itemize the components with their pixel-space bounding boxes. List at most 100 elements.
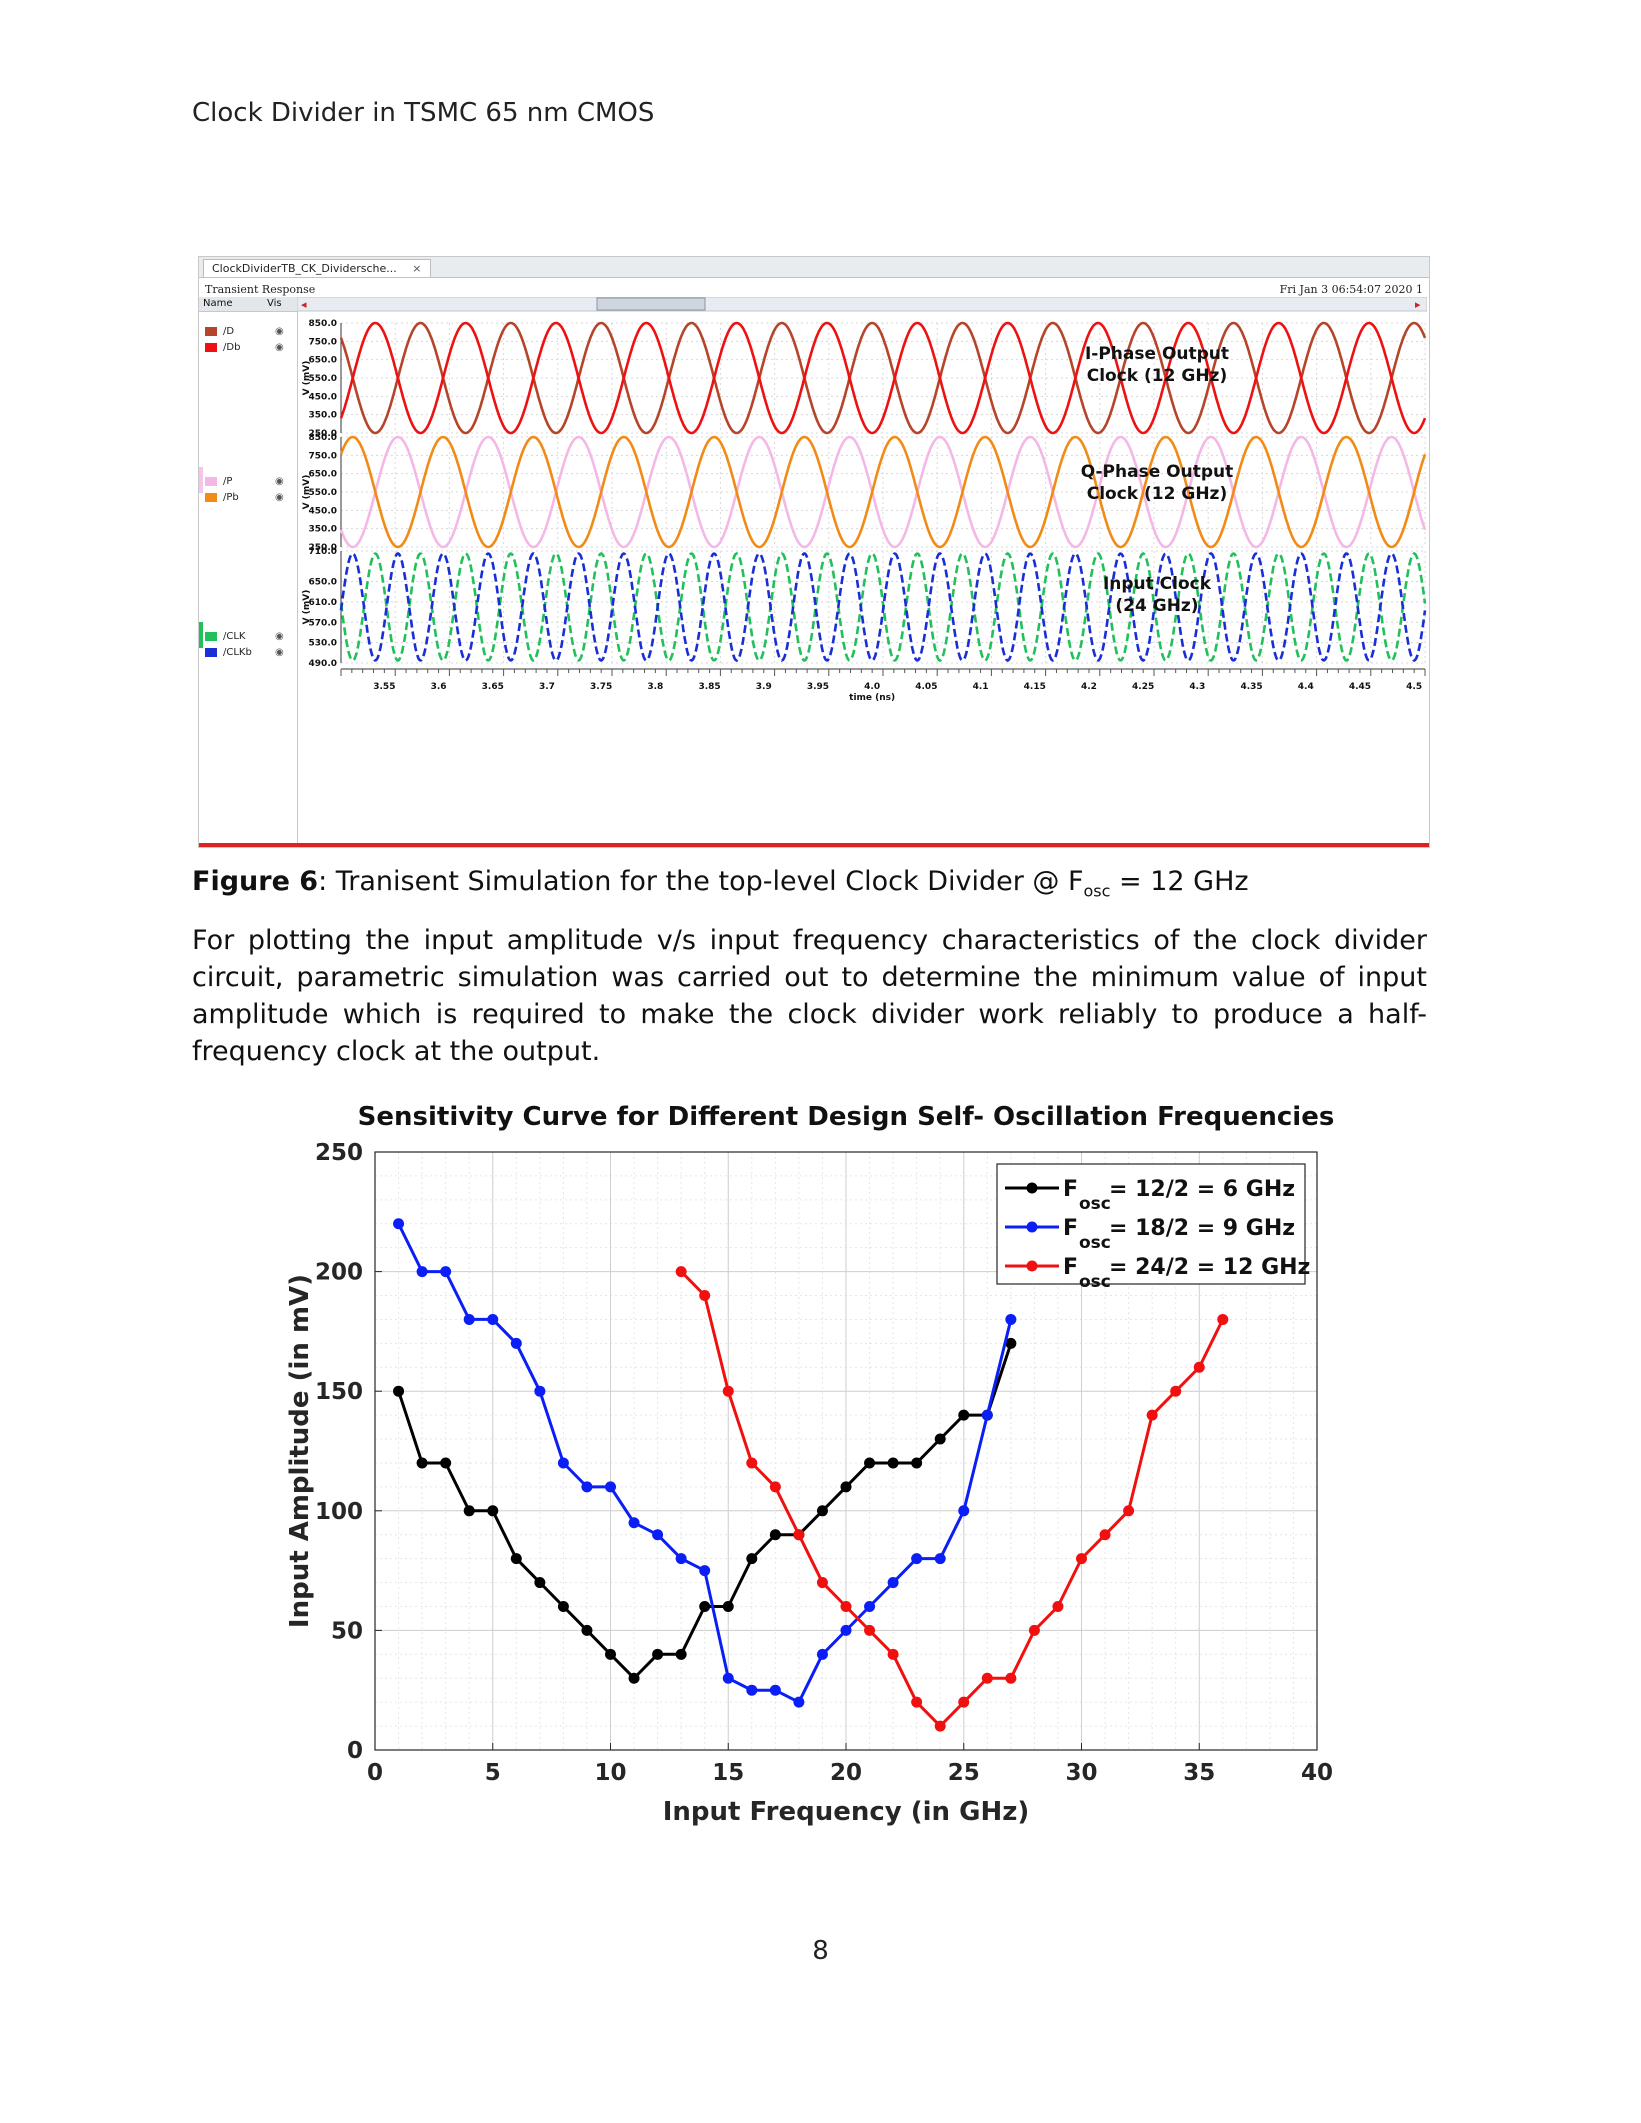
scrollbar-track[interactable] (297, 297, 1427, 312)
waveform-panel: 850.0 750.0 650.0 550.0 450.0 350.0 250.0 V (mV… (302, 433, 1427, 553)
series-2 (393, 1218, 1017, 1708)
y-tick-label: 750.0 (309, 337, 337, 347)
data-point (675, 1553, 687, 1565)
y-axis-label: V (mV) (302, 475, 312, 510)
legend-label: = 12/2 = 6 GHz (1109, 1177, 1295, 1202)
waveform-d (339, 321, 1427, 435)
data-point (557, 1457, 569, 1469)
x-tick-label: 4.25 (1132, 682, 1154, 692)
data-point (864, 1600, 876, 1612)
eye-icon[interactable]: ◉ (275, 326, 284, 337)
data-point (440, 1457, 452, 1469)
y-tick-label: 530.0 (309, 639, 337, 649)
waveform-db (339, 321, 1427, 435)
data-point (1005, 1337, 1017, 1349)
data-point (816, 1577, 828, 1589)
data-point (722, 1600, 734, 1612)
data-point (911, 1696, 923, 1708)
legend-marker (1026, 1260, 1038, 1272)
legend-label: F (1063, 1216, 1078, 1241)
simulator-tab-bar: ClockDividerTB_CK_Dividersche... × (199, 257, 1429, 278)
x-tick-label: 0 (367, 1760, 383, 1786)
y-tick-label: 450.0 (309, 506, 337, 516)
data-point (981, 1409, 993, 1421)
x-tick-label: 3.55 (373, 682, 395, 692)
eye-icon[interactable]: ◉ (275, 342, 284, 353)
data-point (1005, 1672, 1017, 1684)
x-tick-label: 4.0 (864, 682, 880, 692)
running-header: Clock Divider in TSMC 65 nm CMOS (192, 98, 655, 128)
y-tick-label: 750.0 (309, 451, 337, 461)
legend-box (996, 1163, 1306, 1285)
series-line (680, 1270, 1225, 1729)
data-point (652, 1529, 664, 1541)
x-tick-label: 4.45 (1349, 682, 1371, 692)
legend-label: = 18/2 = 9 GHz (1109, 1216, 1295, 1241)
legend: Fosc = 12/2 = 6 GHz Fosc = 18/2 = 9 GHz Fo… (996, 1163, 1310, 1292)
x-tick-label: 15 (712, 1760, 744, 1786)
data-point (1099, 1529, 1111, 1541)
eye-icon[interactable]: ◉ (275, 647, 284, 658)
waveform-annotation: Clock (12 GHz) (1087, 366, 1227, 386)
x-axis-label: Input Frequency (in GHz) (663, 1797, 1030, 1827)
data-point (581, 1481, 593, 1493)
data-point (722, 1385, 734, 1397)
x-tick-label: 5 (485, 1760, 501, 1786)
simulator-tab[interactable]: ClockDividerTB_CK_Dividersche... × (203, 259, 431, 277)
data-point (393, 1385, 405, 1397)
data-point (722, 1672, 734, 1684)
x-tick-label: 4.2 (1081, 682, 1097, 692)
data-point (816, 1505, 828, 1517)
data-point (699, 1290, 711, 1302)
close-icon[interactable]: × (412, 262, 422, 275)
signal-item[interactable]: /D ◉ (205, 325, 284, 339)
legend-label: F (1063, 1255, 1078, 1280)
signal-item[interactable]: /CLK ◉ (205, 630, 284, 644)
series-3 (675, 1266, 1229, 1732)
data-point (652, 1648, 664, 1660)
signal-swatch (205, 476, 217, 486)
group-marker (199, 622, 203, 648)
x-tick-label: 20 (830, 1760, 862, 1786)
signal-item[interactable]: /P ◉ (205, 475, 284, 489)
data-point (416, 1457, 428, 1469)
frame-border (199, 843, 1429, 847)
data-point (958, 1696, 970, 1708)
data-point (981, 1672, 993, 1684)
x-tick-label: 4.15 (1024, 682, 1046, 692)
data-point (393, 1218, 405, 1230)
waveform-panel: 850.0 750.0 650.0 550.0 450.0 350.0 250.0 V (mV… (302, 319, 1427, 439)
signal-name: /Db (223, 342, 241, 353)
data-point (510, 1553, 522, 1565)
x-tick-label: 4.1 (973, 682, 989, 692)
data-point (934, 1553, 946, 1565)
signal-name: /CLKb (223, 647, 252, 658)
data-point (628, 1517, 640, 1529)
signal-item[interactable]: /CLKb ◉ (205, 646, 284, 660)
y-tick-label: 490.0 (309, 659, 337, 669)
data-point (958, 1505, 970, 1517)
x-tick-label: 40 (1301, 1760, 1333, 1786)
signal-item[interactable]: /Db ◉ (205, 341, 284, 355)
y-tick-label: 0 (347, 1738, 363, 1764)
y-tick-label: 350.0 (309, 411, 337, 421)
signal-item[interactable]: /Pb ◉ (205, 491, 284, 505)
signal-swatch (205, 492, 217, 502)
x-tick-label: 4.3 (1189, 682, 1205, 692)
data-point (887, 1648, 899, 1660)
data-point (911, 1553, 923, 1565)
data-point (1217, 1313, 1229, 1325)
data-point (769, 1529, 781, 1541)
eye-icon[interactable]: ◉ (275, 492, 284, 503)
body-paragraph: For plotting the input amplitude v/s inp… (192, 925, 1427, 1067)
data-point (1123, 1505, 1135, 1517)
x-axis-label: time (ns) (849, 693, 895, 703)
data-point (699, 1565, 711, 1577)
data-point (864, 1624, 876, 1636)
data-point (557, 1600, 569, 1612)
data-point (1146, 1409, 1158, 1421)
eye-icon[interactable]: ◉ (275, 631, 284, 642)
eye-icon[interactable]: ◉ (275, 476, 284, 487)
waveform-clk (339, 552, 1427, 662)
scrollbar-thumb[interactable] (596, 297, 706, 311)
